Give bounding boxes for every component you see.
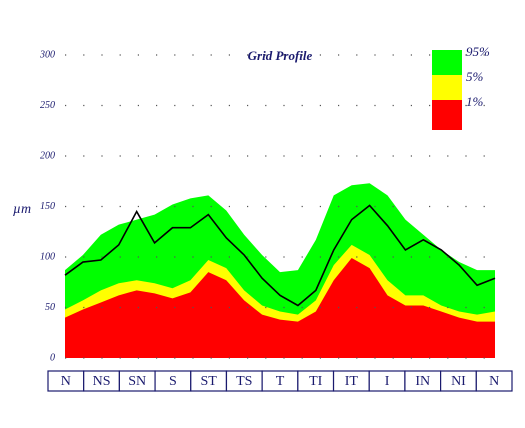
legend-label: 95% [466, 44, 490, 59]
x-tick-label: T [276, 374, 285, 389]
x-tick-label: NS [93, 374, 111, 389]
thickness-line [64, 204, 496, 307]
x-tick-label: SN [128, 374, 146, 389]
x-tick-label: S [169, 374, 177, 389]
x-tick-label: N [489, 374, 499, 389]
legend-swatch [432, 50, 462, 75]
x-tick-label: NI [451, 374, 466, 389]
y-tick-label: 250 [40, 100, 55, 111]
x-tick-label: IT [345, 374, 359, 389]
x-tick-label: N [61, 374, 71, 389]
category-box [475, 370, 513, 392]
x-tick-label: IN [415, 374, 430, 389]
legend-swatch [432, 100, 462, 130]
legend-label: 1% [466, 94, 484, 109]
y-axis-label: µm [13, 202, 31, 217]
legend-swatch [432, 75, 462, 100]
y-tick-label: 150 [40, 201, 55, 212]
y-tick-label: 200 [40, 150, 55, 161]
y-tick-label: 50 [45, 302, 55, 313]
legend-label: 5% [466, 69, 484, 84]
x-tick-label: TS [236, 374, 252, 389]
y-tick-label: 300 [39, 49, 55, 60]
chart-title: Grid Profile [248, 48, 313, 63]
x-tick-label: I [385, 374, 390, 389]
x-tick-label: ST [200, 374, 217, 389]
y-tick-label: 100 [40, 251, 55, 262]
y-tick-label: 0 [50, 352, 55, 363]
x-tick-label: TI [309, 374, 323, 389]
band-area [65, 258, 495, 358]
